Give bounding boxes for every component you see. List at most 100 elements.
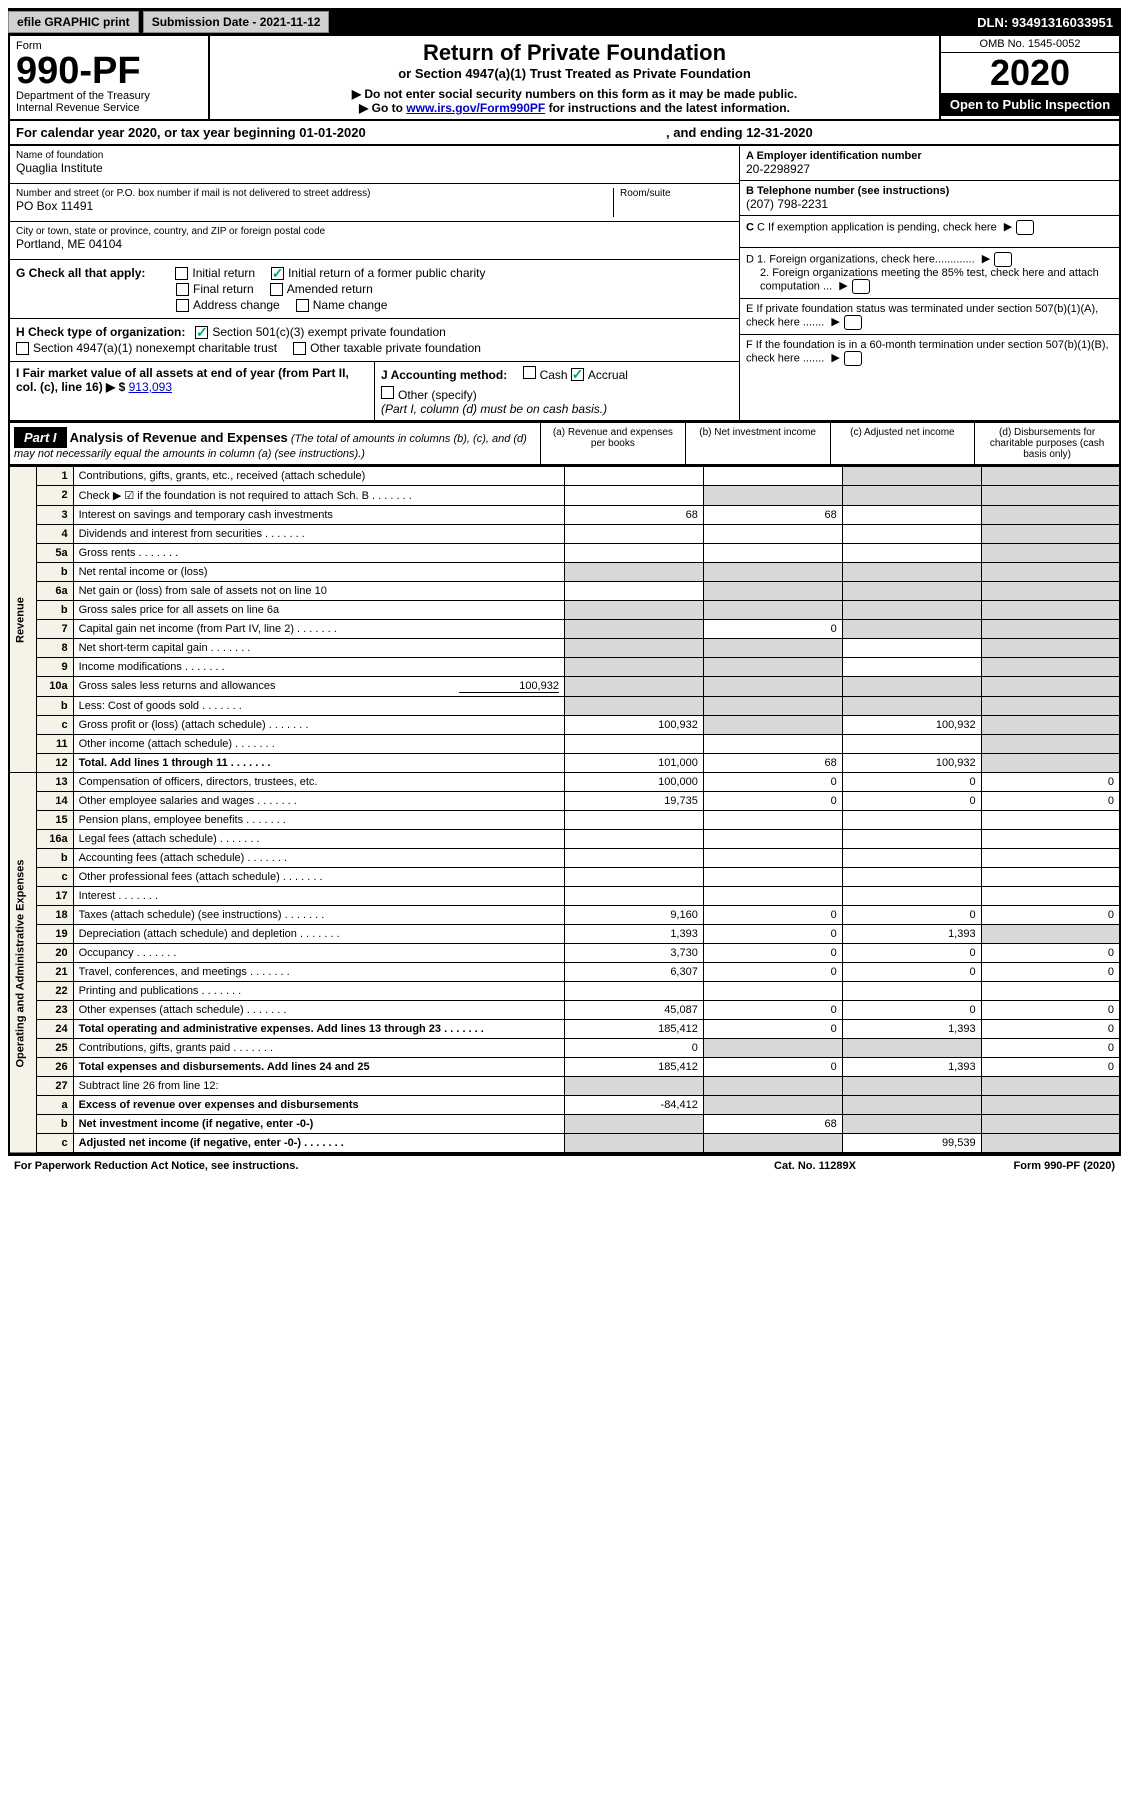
line-number: 27 [37, 1077, 73, 1096]
amount-cell [842, 811, 981, 830]
form-header: Form 990-PF Department of the Treasury I… [8, 36, 1121, 121]
open-to-public: Open to Public Inspection [941, 93, 1119, 116]
checkbox-d2[interactable] [852, 279, 870, 294]
amount-cell: 1,393 [842, 1058, 981, 1077]
table-row: bLess: Cost of goods sold . . . . . . . [9, 697, 1120, 716]
table-row: bNet investment income (if negative, ent… [9, 1115, 1120, 1134]
amount-cell: 0 [842, 792, 981, 811]
amount-cell [842, 1096, 981, 1115]
amount-cell [981, 887, 1120, 906]
checkbox-amended[interactable] [270, 283, 283, 296]
amount-cell: 0 [842, 944, 981, 963]
checkbox-initial-former[interactable] [271, 267, 284, 280]
address-cell: Number and street (or P.O. box number if… [10, 184, 739, 222]
amount-cell [981, 544, 1120, 563]
table-row: 8Net short-term capital gain . . . . . .… [9, 639, 1120, 658]
side-label: Revenue [9, 467, 37, 773]
amount-cell [703, 982, 842, 1001]
amount-cell [703, 1077, 842, 1096]
checkbox-4947[interactable] [16, 342, 29, 355]
amount-cell [564, 849, 703, 868]
checkbox-f[interactable] [844, 351, 862, 366]
line-number: 18 [37, 906, 73, 925]
checkbox-name-change[interactable] [296, 299, 309, 312]
line-description: Depreciation (attach schedule) and deple… [73, 925, 564, 944]
section-f: F If the foundation is in a 60-month ter… [740, 335, 1119, 370]
line-description: Income modifications . . . . . . . [73, 658, 564, 677]
checkbox-cash[interactable] [523, 366, 536, 379]
amount-cell [981, 868, 1120, 887]
form-subtitle3: ▶ Go to www.irs.gov/Form990PF for instru… [220, 101, 929, 115]
checkbox-other-method[interactable] [381, 386, 394, 399]
amount-cell: 1,393 [564, 925, 703, 944]
amount-cell [842, 677, 981, 697]
top-bar: efile GRAPHIC print Submission Date - 20… [8, 8, 1121, 36]
line-description: Net short-term capital gain . . . . . . … [73, 639, 564, 658]
line-description: Other income (attach schedule) . . . . .… [73, 735, 564, 754]
table-row: 11Other income (attach schedule) . . . .… [9, 735, 1120, 754]
amount-cell [564, 582, 703, 601]
amount-cell: 0 [703, 1001, 842, 1020]
fmv-value[interactable]: 913,093 [129, 380, 172, 394]
amount-cell [564, 544, 703, 563]
amount-cell [703, 1096, 842, 1115]
amount-cell [703, 697, 842, 716]
submission-date: Submission Date - 2021-11-12 [143, 11, 330, 33]
table-row: 25Contributions, gifts, grants paid . . … [9, 1039, 1120, 1058]
table-row: 7Capital gain net income (from Part IV, … [9, 620, 1120, 639]
line-number: b [37, 563, 73, 582]
checkbox-accrual[interactable] [571, 368, 584, 381]
amount-cell [981, 830, 1120, 849]
amount-cell [842, 563, 981, 582]
ein-cell: A Employer identification number 20-2298… [740, 146, 1119, 181]
amount-cell: 100,932 [564, 716, 703, 735]
checkbox-e[interactable] [844, 315, 862, 330]
table-row: cOther professional fees (attach schedul… [9, 868, 1120, 887]
table-row: bAccounting fees (attach schedule) . . .… [9, 849, 1120, 868]
amount-cell: 0 [842, 906, 981, 925]
checkbox-d1[interactable] [994, 252, 1012, 267]
amount-cell: 0 [703, 963, 842, 982]
checkbox-address-change[interactable] [176, 299, 189, 312]
line-description: Printing and publications . . . . . . . [73, 982, 564, 1001]
amount-cell: 0 [842, 1001, 981, 1020]
amount-cell [564, 697, 703, 716]
amount-cell [842, 639, 981, 658]
line-number: b [37, 601, 73, 620]
form990pf-link[interactable]: www.irs.gov/Form990PF [406, 101, 545, 115]
amount-cell [703, 582, 842, 601]
amount-cell [981, 735, 1120, 754]
amount-cell [981, 811, 1120, 830]
amount-cell [703, 830, 842, 849]
checkbox-initial-return[interactable] [175, 267, 188, 280]
amount-cell [842, 982, 981, 1001]
tax-year: 2020 [941, 53, 1119, 93]
line-number: 19 [37, 925, 73, 944]
checkbox-c[interactable] [1016, 220, 1034, 235]
efile-print-button[interactable]: efile GRAPHIC print [8, 11, 139, 33]
checkbox-final-return[interactable] [176, 283, 189, 296]
amount-cell: 68 [703, 506, 842, 525]
revenue-expense-table: Revenue1Contributions, gifts, grants, et… [8, 466, 1121, 1154]
line-number: b [37, 697, 73, 716]
table-row: 5aGross rents . . . . . . . [9, 544, 1120, 563]
table-row: 21Travel, conferences, and meetings . . … [9, 963, 1120, 982]
line-number: 5a [37, 544, 73, 563]
table-row: 3Interest on savings and temporary cash … [9, 506, 1120, 525]
line-description: Other employee salaries and wages . . . … [73, 792, 564, 811]
amount-cell [703, 887, 842, 906]
line-description: Interest . . . . . . . [73, 887, 564, 906]
checkbox-other-taxable[interactable] [293, 342, 306, 355]
amount-cell: 100,932 [842, 754, 981, 773]
amount-cell [981, 620, 1120, 639]
checkbox-501c3[interactable] [195, 326, 208, 339]
amount-cell: 0 [703, 906, 842, 925]
line-description: Check ▶ ☑ if the foundation is not requi… [73, 486, 564, 506]
line-number: 16a [37, 830, 73, 849]
amount-cell [981, 467, 1120, 486]
line-number: 15 [37, 811, 73, 830]
amount-cell [842, 697, 981, 716]
line-description: Total expenses and disbursements. Add li… [73, 1058, 564, 1077]
amount-cell [842, 1115, 981, 1134]
amount-cell [564, 811, 703, 830]
